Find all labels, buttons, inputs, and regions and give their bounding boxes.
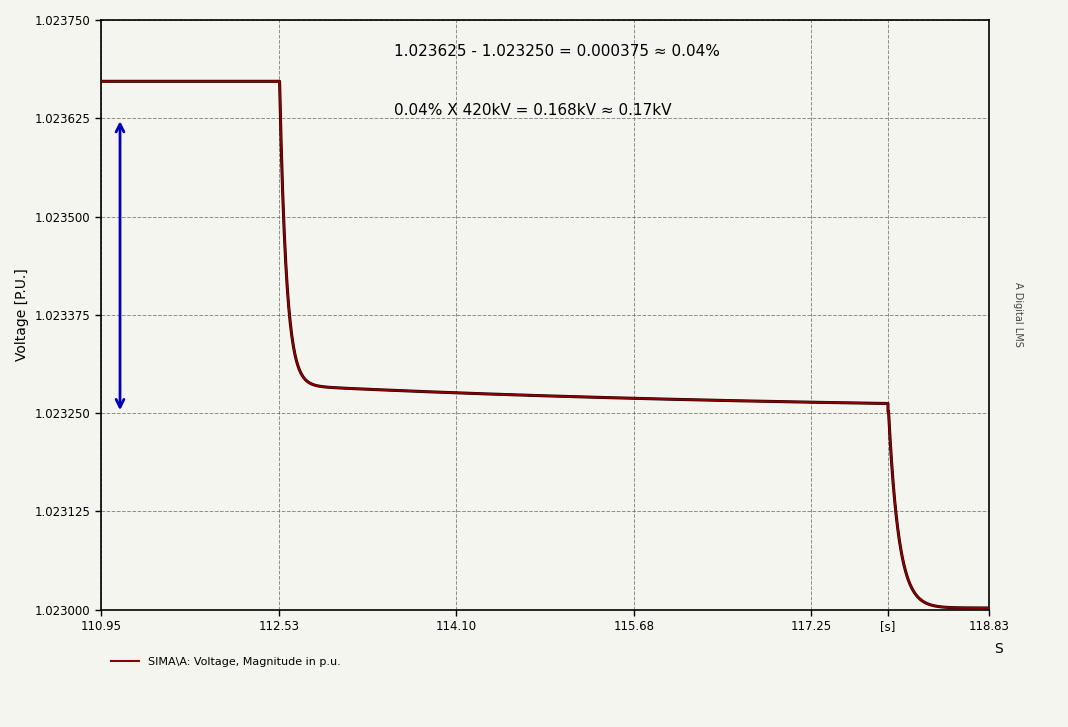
Text: S: S xyxy=(994,642,1003,656)
Text: A Digital LMS: A Digital LMS xyxy=(1012,282,1023,348)
Y-axis label: Voltage [P.U.]: Voltage [P.U.] xyxy=(15,268,29,361)
Text: 1.023625 - 1.023250 = 0.000375 ≈ 0.04%: 1.023625 - 1.023250 = 0.000375 ≈ 0.04% xyxy=(394,44,720,60)
Text: 0.04% X 420kV = 0.168kV ≈ 0.17kV: 0.04% X 420kV = 0.168kV ≈ 0.17kV xyxy=(394,103,672,118)
Legend: SIMA\A: Voltage, Magnitude in p.u.: SIMA\A: Voltage, Magnitude in p.u. xyxy=(107,653,345,672)
